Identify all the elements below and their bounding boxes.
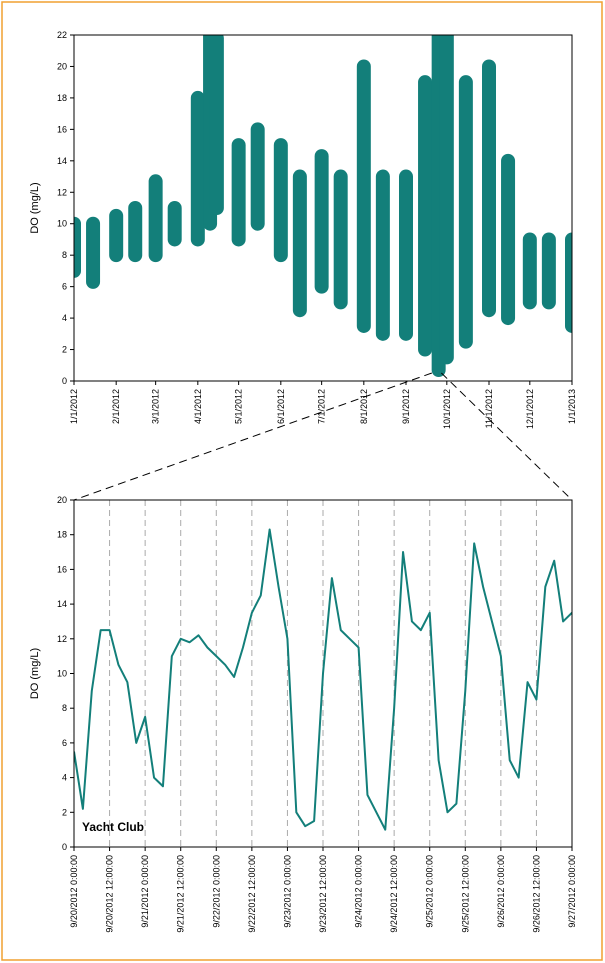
x-tick-label: 9/25/2012 0:00:00 bbox=[425, 855, 435, 928]
x-tick-label: 3/1/2012 bbox=[151, 389, 161, 424]
x-tick-label: 2/1/2012 bbox=[111, 389, 121, 424]
x-tick-label: 9/21/2012 12:00:00 bbox=[176, 855, 186, 933]
y-tick-label: 8 bbox=[62, 703, 67, 713]
y-tick-label: 16 bbox=[57, 124, 67, 134]
x-tick-label: 9/24/2012 0:00:00 bbox=[354, 855, 364, 928]
x-tick-label: 9/26/2012 0:00:00 bbox=[496, 855, 506, 928]
x-tick-label: 9/20/2012 0:00:00 bbox=[69, 855, 79, 928]
x-tick-label: 4/1/2012 bbox=[193, 389, 203, 424]
y-tick-label: 16 bbox=[57, 564, 67, 574]
x-tick-label: 9/24/2012 12:00:00 bbox=[389, 855, 399, 933]
y-axis-label: DO (mg/L) bbox=[29, 182, 41, 233]
x-tick-label: 5/1/2012 bbox=[234, 389, 244, 424]
x-tick-label: 9/21/2012 0:00:00 bbox=[140, 855, 150, 928]
y-tick-label: 6 bbox=[62, 738, 67, 748]
y-tick-label: 20 bbox=[57, 61, 67, 71]
x-tick-label: 1/1/2012 bbox=[69, 389, 79, 424]
y-tick-label: 0 bbox=[62, 376, 67, 386]
x-tick-label: 9/25/2012 12:00:00 bbox=[460, 855, 470, 933]
zoom-connector bbox=[441, 372, 573, 501]
x-tick-label: 11/1/2012 bbox=[484, 389, 494, 428]
plot-border bbox=[73, 34, 573, 382]
y-tick-label: 12 bbox=[57, 187, 67, 197]
x-tick-label: 9/23/2012 12:00:00 bbox=[318, 855, 328, 933]
y-tick-label: 4 bbox=[62, 773, 67, 783]
x-tick-label: 9/20/2012 12:00:00 bbox=[105, 855, 115, 933]
x-tick-label: 9/27/2012 0:00:00 bbox=[567, 855, 577, 928]
annotation: Yacht Club bbox=[82, 820, 144, 834]
y-tick-label: 10 bbox=[57, 219, 67, 229]
x-tick-label: 9/1/2012 bbox=[401, 389, 411, 424]
y-tick-label: 10 bbox=[57, 669, 67, 679]
y-tick-label: 14 bbox=[57, 156, 67, 166]
zoom-connector bbox=[73, 372, 433, 501]
plot bbox=[74, 528, 572, 831]
x-tick-label: 12/1/2012 bbox=[525, 389, 535, 429]
x-tick-label: 1/1/2013 bbox=[567, 389, 577, 424]
x-tick-label: 10/1/2012 bbox=[442, 389, 452, 429]
y-tick-label: 22 bbox=[57, 30, 67, 40]
data-line bbox=[74, 528, 572, 831]
plot-border bbox=[73, 499, 573, 848]
y-tick-label: 8 bbox=[62, 250, 67, 260]
x-tick-label: 7/1/2012 bbox=[317, 389, 327, 424]
x-tick-label: 8/1/2012 bbox=[359, 389, 369, 424]
y-tick-label: 12 bbox=[57, 634, 67, 644]
x-tick-label: 9/22/2012 12:00:00 bbox=[247, 855, 257, 933]
y-tick-label: 14 bbox=[57, 599, 67, 609]
y-tick-label: 2 bbox=[62, 807, 67, 817]
plot bbox=[74, 35, 572, 377]
y-tick-label: 18 bbox=[57, 93, 67, 103]
x-tick-label: 6/1/2012 bbox=[276, 389, 286, 424]
x-tick-label: 9/23/2012 0:00:00 bbox=[282, 855, 292, 928]
y-tick-label: 20 bbox=[57, 495, 67, 505]
y-tick-label: 4 bbox=[62, 313, 67, 323]
y-tick-label: 18 bbox=[57, 530, 67, 540]
x-tick-label: 9/22/2012 0:00:00 bbox=[211, 855, 221, 928]
y-tick-label: 0 bbox=[62, 842, 67, 852]
y-axis-label: DO (mg/L) bbox=[29, 648, 41, 699]
y-tick-label: 6 bbox=[62, 282, 67, 292]
x-tick-label: 9/26/2012 12:00:00 bbox=[531, 855, 541, 933]
y-tick-label: 2 bbox=[62, 345, 67, 355]
